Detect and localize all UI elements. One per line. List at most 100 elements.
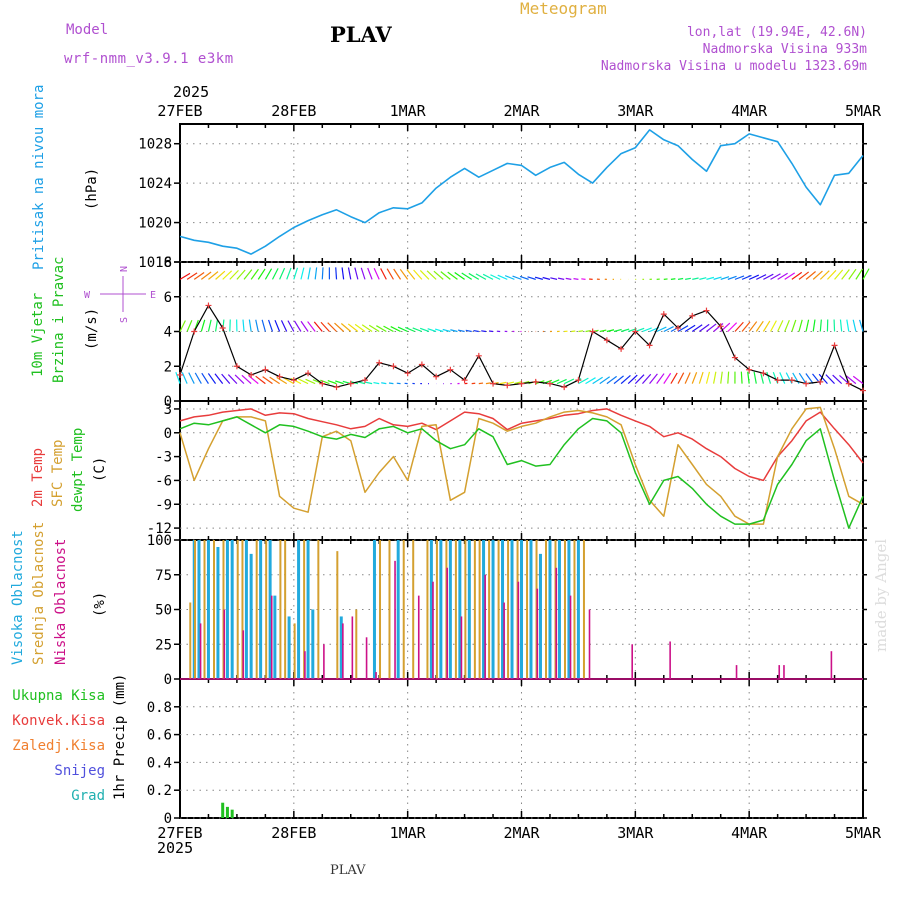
temp-ylabel: (C)	[92, 457, 108, 482]
wind-arrow	[727, 275, 737, 280]
wind-arrow	[769, 320, 777, 332]
altitude-text: Nadmorska Visina 933m	[703, 42, 868, 57]
wind-arrow	[812, 270, 823, 280]
wind-arrow	[214, 373, 224, 384]
wind-arrow	[227, 374, 238, 385]
wind-arrow	[798, 319, 803, 332]
y-tick-label-wind: 0	[164, 394, 172, 410]
y-tick-label-wind: 8	[164, 255, 172, 271]
wind-arrow	[393, 268, 402, 280]
wind-arrow	[727, 322, 738, 332]
wind-arrow	[386, 268, 394, 280]
wind-gust-marker	[191, 328, 198, 335]
y-tick-label-temperature: -9	[155, 497, 172, 513]
wind-arrow	[677, 372, 685, 384]
wind-arrow	[613, 375, 624, 385]
wind-arrow	[269, 376, 280, 385]
wind-gust-marker	[418, 361, 425, 368]
wind-arrow	[755, 320, 764, 332]
wind-arrow	[670, 278, 676, 280]
wind-gust-marker	[205, 302, 212, 309]
wind-gust-marker	[219, 325, 226, 332]
wind-arrow	[241, 374, 252, 385]
wind-arrow	[335, 380, 344, 385]
wind-arrow	[175, 371, 181, 384]
wind-arrow	[706, 276, 715, 280]
wind-gust-marker	[262, 366, 269, 373]
wind-arrow	[727, 371, 730, 384]
wind-arrow	[578, 377, 589, 385]
compass-n: N	[119, 266, 130, 272]
watermark: made by Angel	[872, 539, 890, 652]
wind-arrow	[234, 374, 245, 385]
x-tick-label-top: 1MAR	[390, 102, 427, 120]
wind-arrow	[214, 319, 219, 332]
y-tick-label-temperature: 0	[164, 426, 172, 442]
wind-gust-marker	[390, 363, 397, 370]
y-tick-label-cloud: 75	[155, 568, 172, 584]
wind-arrow	[620, 375, 631, 385]
y-tick-label-precip: 0.2	[147, 783, 172, 799]
wind-arrow	[691, 324, 703, 332]
wind-arrow	[741, 321, 751, 332]
wind-arrow	[360, 267, 366, 280]
wind-arrow	[461, 272, 473, 280]
wind-gust-marker	[447, 366, 454, 373]
wind-arrow	[740, 371, 743, 384]
wind-arrow	[699, 323, 710, 332]
precip-bar	[225, 806, 229, 818]
wind-arrow	[805, 319, 810, 332]
wind-arrow	[419, 269, 430, 280]
year-bottom: 2025	[157, 839, 193, 857]
wind-arrow	[756, 274, 767, 280]
wind-arrow	[779, 372, 786, 384]
wind-arrow	[670, 372, 678, 384]
wind-gust-marker	[831, 342, 838, 349]
wind-arrow	[300, 267, 305, 280]
x-tick-label-top: 4MAR	[731, 102, 768, 120]
wind-gust-marker	[618, 345, 625, 352]
panels: 10161020102410280246830-3-6-9-1202550751…	[138, 102, 882, 842]
wind-arrow	[846, 319, 850, 332]
wind-arrow	[784, 272, 796, 280]
wind-arrow	[435, 328, 444, 333]
wind-arrow	[606, 375, 617, 385]
x-tick-label-top: 27FEB	[157, 102, 202, 120]
wind-arrow	[839, 374, 850, 385]
wind-arrow	[261, 319, 266, 332]
wind-arrow	[293, 320, 302, 332]
wind-arrow	[839, 319, 843, 332]
wind-gust-marker	[689, 312, 696, 319]
y-tick-label-pressure: 1024	[138, 176, 172, 192]
wind-arrow	[798, 372, 807, 384]
wind-arrow	[706, 323, 717, 332]
wind-arrow	[255, 375, 266, 385]
wind-gust-marker	[475, 352, 482, 359]
wind-arrow	[215, 270, 226, 280]
wind-arrow	[457, 329, 465, 333]
model-label: Model	[66, 22, 108, 38]
wind-arrow	[713, 276, 722, 280]
wind-arrow	[365, 381, 373, 385]
wind-arrow	[447, 271, 458, 280]
wind-arrow	[397, 326, 408, 333]
wind-arrow	[300, 320, 309, 332]
wind-arrow	[798, 271, 810, 280]
wind-gust-marker	[532, 378, 539, 385]
wind-arrow	[592, 376, 603, 385]
wind-arrow	[620, 328, 630, 333]
wind-arrow	[500, 381, 507, 385]
y-tick-label-cloud: 0	[164, 672, 172, 688]
wind-arrow	[283, 377, 295, 385]
wind-arrow	[585, 329, 591, 333]
legend-zaledj: Zaledj.Kisa	[12, 738, 105, 754]
footer-station: PLAV	[330, 863, 366, 878]
wind-arrow	[734, 321, 744, 332]
wind-arrow	[791, 319, 797, 332]
wind-arrow	[243, 269, 253, 280]
wind-arrow	[368, 324, 380, 333]
wind-arrow	[549, 379, 560, 385]
wind-gust-marker	[746, 366, 753, 373]
wind-arrow	[713, 371, 717, 384]
